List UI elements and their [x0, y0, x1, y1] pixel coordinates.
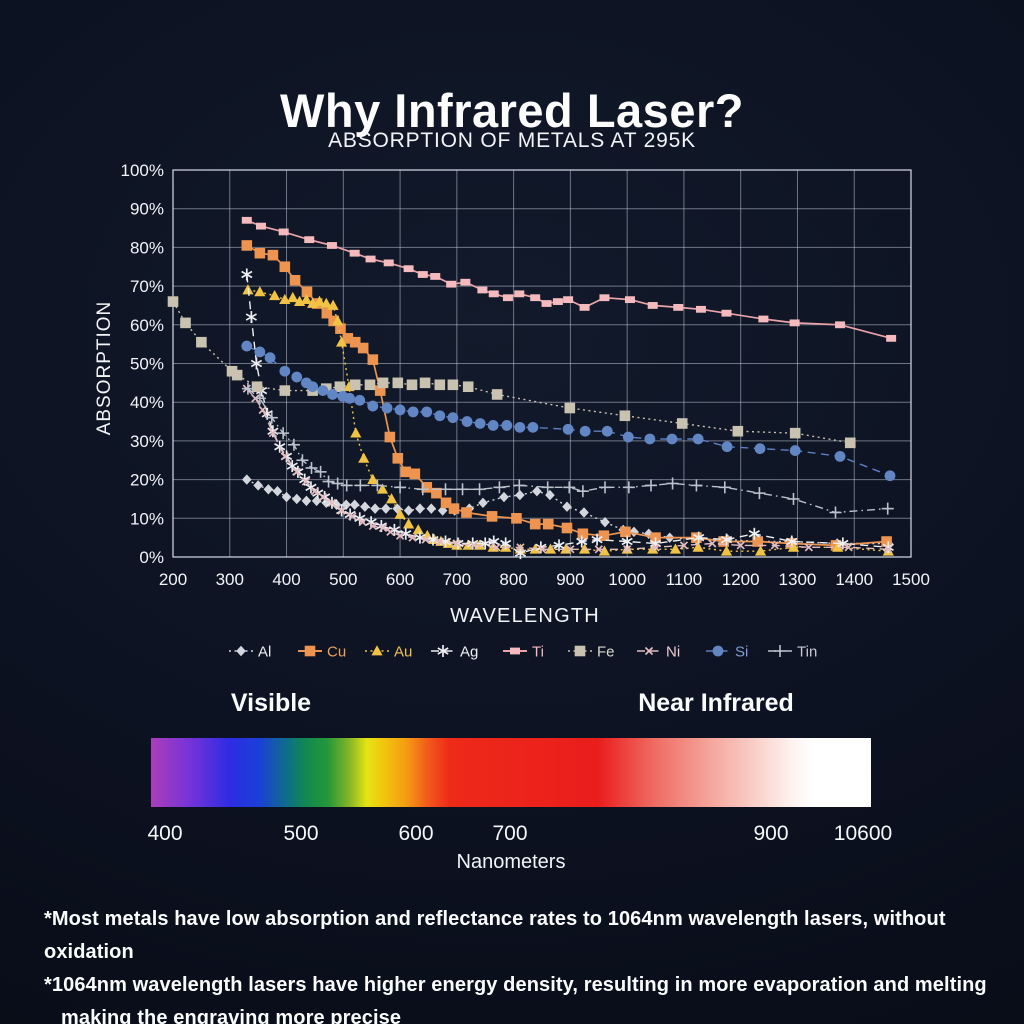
svg-text:1500: 1500	[892, 570, 930, 589]
svg-text:1100: 1100	[666, 570, 703, 589]
svg-text:Ti: Ti	[532, 644, 544, 661]
visible-label: Visible	[230, 689, 312, 717]
legend-item-cu: Cu	[298, 644, 346, 661]
svg-text:Ag: Ag	[460, 644, 478, 661]
series-Ni	[242, 384, 893, 554]
series-Tin	[241, 382, 894, 519]
spectrum-tick-900: 900	[753, 822, 789, 845]
spectrum-tick-400: 400	[147, 822, 183, 845]
series-Ag	[241, 268, 894, 560]
svg-text:70%: 70%	[130, 277, 164, 296]
svg-text:700: 700	[443, 570, 471, 589]
svg-text:30%: 30%	[130, 432, 164, 451]
footnote-line-3: making the engraving more precise	[61, 1007, 402, 1024]
svg-text:Fe: Fe	[597, 644, 615, 661]
legend-item-tin: Tin	[768, 644, 817, 661]
svg-text:Al: Al	[258, 644, 271, 661]
svg-text:50%: 50%	[130, 355, 164, 374]
svg-text:300: 300	[216, 570, 244, 589]
page-title: Why Infrared Laser?	[280, 84, 744, 138]
series-line-Fe	[172, 301, 851, 444]
svg-text:Au: Au	[394, 644, 412, 661]
svg-text:20%: 20%	[130, 471, 164, 490]
svg-text:900: 900	[556, 570, 584, 589]
legend-item-fe: Fe	[568, 644, 615, 661]
svg-text:80%: 80%	[130, 238, 164, 257]
footnotes: *Most metals have low absorption and ref…	[44, 903, 1004, 1024]
series-Ti	[241, 216, 897, 342]
svg-text:500: 500	[329, 570, 357, 589]
svg-text:Tin: Tin	[797, 644, 817, 661]
chart-subtitle: ABSORPTION OF METALS AT 295K	[328, 129, 696, 152]
legend-item-ni: Ni	[637, 644, 680, 661]
legend-item-ti: Ti	[503, 644, 544, 661]
series-Si	[241, 340, 896, 482]
spectrum-ticks: 400 500 600 700 900 10600	[0, 822, 1024, 848]
legend-item-ag: Ag	[431, 644, 478, 661]
y-axis-label: ABSORPTION	[94, 301, 115, 436]
svg-text:800: 800	[499, 570, 527, 589]
chart-legend: Al Cu Au Ag Ti Fe Ni Si Tin	[229, 644, 817, 661]
svg-text:10%: 10%	[130, 509, 164, 528]
svg-text:1300: 1300	[779, 570, 817, 589]
spectrum-bar	[151, 738, 871, 807]
svg-text:0%: 0%	[139, 548, 164, 567]
near-infrared-label: Near Infrared	[638, 689, 794, 717]
spectrum-tick-700: 700	[492, 822, 528, 845]
legend-item-si: Si	[706, 644, 748, 661]
svg-text:1400: 1400	[835, 570, 873, 589]
x-axis-label: WAVELENGTH	[450, 605, 600, 627]
plot-border	[172, 169, 912, 558]
footnote-line-2: *1064nm wavelength lasers have higher en…	[44, 974, 987, 996]
spectrum-tick-10600: 10600	[833, 822, 893, 845]
axis-ticks: 0% 10% 20% 30% 40% 50% 60% 70% 80% 90% 100% 200 300 4…	[121, 161, 930, 589]
svg-text:1000: 1000	[608, 570, 646, 589]
svg-text:60%: 60%	[130, 316, 164, 335]
spectrum-tick-500: 500	[283, 822, 319, 845]
spectrum-tick-600: 600	[398, 822, 434, 845]
svg-text:Ni: Ni	[666, 644, 680, 661]
nanometers-label: Nanometers	[456, 851, 566, 873]
svg-text:1200: 1200	[722, 570, 760, 589]
svg-text:40%: 40%	[130, 393, 164, 412]
legend-item-au: Au	[365, 644, 412, 661]
svg-text:600: 600	[386, 570, 414, 589]
svg-text:100%: 100%	[121, 161, 164, 180]
footnote-line-1: *Most metals have low absorption and ref…	[44, 908, 946, 963]
svg-text:Si: Si	[735, 644, 748, 661]
legend-item-al: Al	[229, 644, 271, 661]
series-Fe	[167, 296, 856, 449]
svg-text:90%: 90%	[130, 200, 164, 219]
svg-text:200: 200	[159, 570, 187, 589]
svg-text:Cu: Cu	[327, 644, 346, 661]
svg-text:400: 400	[272, 570, 300, 589]
